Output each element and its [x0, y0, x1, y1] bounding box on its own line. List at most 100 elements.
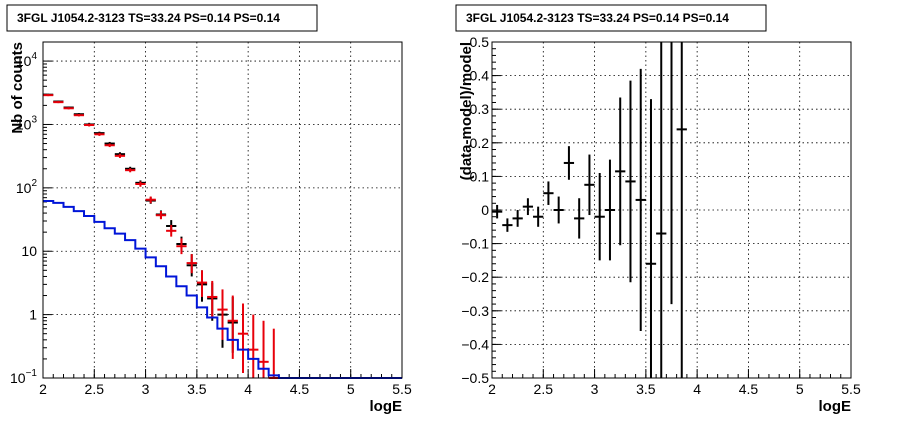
- left-series1-point: [104, 143, 115, 148]
- right-series0-point: [635, 68, 646, 331]
- right-series0-point: [594, 173, 605, 261]
- right-series0-point: [522, 198, 534, 216]
- left-grid: [43, 42, 402, 378]
- right-y-tick-label: 0.5: [470, 34, 490, 50]
- left-series1-point: [84, 123, 95, 127]
- left-y-tick-base: 10: [16, 180, 32, 196]
- right-y-tick-label: −0.4: [461, 336, 489, 352]
- left-series1-point: [155, 211, 167, 220]
- right-panel: 3FGL J1054.2-3123 TS=33.24 PS=0.14 PS=0.…: [455, 4, 861, 415]
- left-series1-point: [53, 101, 64, 104]
- left-plot-frame: [42, 41, 403, 379]
- right-plot-frame: [491, 41, 852, 379]
- right-x-tick-label: 5: [796, 381, 804, 397]
- left-series1-point: [114, 153, 126, 158]
- left-series1-point: [94, 132, 105, 136]
- left-series1-point: [186, 254, 197, 274]
- left-series1-point: [248, 314, 259, 378]
- left-series1-point: [207, 280, 218, 318]
- right-series0-point: [584, 154, 595, 216]
- left-series1-point: [176, 238, 187, 255]
- left-x-tick-label: 5: [347, 381, 355, 397]
- right-x-tick-label: 3: [591, 381, 599, 397]
- right-series0-point: [492, 204, 503, 219]
- left-x-tick-label: 2: [39, 381, 47, 397]
- left-series1-point: [227, 295, 238, 359]
- left-series1-point: [268, 328, 279, 379]
- right-series0-point: [533, 206, 544, 227]
- left-series1-point: [145, 196, 156, 204]
- right-title: 3FGL J1054.2-3123 TS=33.24 PS=0.14 PS=0.…: [466, 11, 729, 25]
- left-y-tick-label: 10−1: [10, 368, 37, 386]
- left-y-tick-label: 10: [21, 243, 37, 259]
- left-y-tick-exp: 3: [31, 114, 37, 125]
- right-x-tick-label: 3.5: [636, 381, 656, 397]
- left-series1-point: [135, 181, 146, 187]
- left-x-tick-label: 3: [142, 381, 150, 397]
- right-series0-point: [563, 146, 575, 180]
- left-x-tick-label: 4: [244, 381, 252, 397]
- right-series0-point: [676, 42, 687, 378]
- right-y-tick-label: −0.2: [461, 269, 489, 285]
- right-series0-point: [574, 198, 585, 239]
- left-title-box: [6, 4, 318, 32]
- left-y-tick-exp: 4: [31, 51, 37, 62]
- right-y-tick-label: −0.5: [461, 370, 489, 386]
- left-title: 3FGL J1054.2-3123 TS=33.24 PS=0.14 PS=0.…: [17, 11, 280, 25]
- right-y-tick-label: 0: [481, 202, 489, 218]
- right-y-tick-label: −0.1: [461, 236, 489, 252]
- right-y-tick-label: −0.3: [461, 303, 489, 319]
- left-y-tick-label: 104: [16, 51, 38, 69]
- right-y-tick-label: 0.1: [470, 168, 490, 184]
- left-y-tick-label: 1: [29, 307, 37, 323]
- right-series0-point: [625, 80, 636, 283]
- right-title-box: [455, 4, 767, 32]
- right-series0-point: [553, 196, 564, 224]
- left-y-tick-label: 103: [16, 114, 38, 132]
- left-series1-point: [63, 107, 74, 110]
- left-panel: 3FGL J1054.2-3123 TS=33.24 PS=0.14 PS=0.…: [6, 4, 412, 415]
- left-series1-point: [125, 168, 136, 173]
- right-y-tick-label: 0.2: [470, 135, 490, 151]
- left-series1-point: [196, 270, 208, 297]
- left-y-tick-base: 10: [10, 370, 26, 386]
- right-y-tick-label: 0.4: [470, 68, 490, 84]
- right-series0-point: [604, 159, 616, 261]
- right-x-tick-label: 2.5: [534, 381, 554, 397]
- right-y-axis-label: (data-model)/model: [458, 42, 475, 180]
- right-series0-point: [543, 181, 554, 205]
- right-x-tick-label: 5.5: [841, 381, 861, 397]
- right-series: [492, 42, 687, 378]
- left-series1-point: [73, 114, 85, 117]
- left-y-axis-label: Nb of counts: [9, 42, 26, 134]
- right-x-tick-label: 4: [693, 381, 701, 397]
- right-y-tick-label: 0.3: [470, 101, 490, 117]
- left-y-tick-label: 102: [16, 178, 38, 196]
- right-grid: [492, 42, 851, 378]
- left-y-tick-base: 10: [16, 53, 32, 69]
- right-ticks: 2 2.5 3 3.5 4 4.5 5 5.5 −0.5 −0.4 −0.3 −0.2 −0.1 0 0.1…: [461, 34, 861, 397]
- right-x-tick-label: 2: [488, 381, 496, 397]
- left-series: [43, 93, 402, 379]
- right-x-tick-label: 4.5: [739, 381, 759, 397]
- left-y-tick-exp: −1: [26, 368, 38, 379]
- right-series0-point: [512, 210, 523, 227]
- right-series0-point: [502, 218, 513, 232]
- right-series0-point: [615, 97, 626, 246]
- left-x-tick-label: 3.5: [187, 381, 207, 397]
- left-series1-point: [43, 94, 54, 97]
- left-y-tick-base: 10: [16, 116, 32, 132]
- right-series0-point: [645, 99, 657, 378]
- left-series1-point: [166, 224, 177, 237]
- left-model-step-line: [43, 200, 402, 379]
- left-x-tick-label: 4.5: [290, 381, 310, 397]
- left-x-axis-label: logE: [370, 398, 403, 415]
- right-series0-point: [656, 42, 667, 378]
- right-x-axis-label: logE: [819, 398, 852, 415]
- left-x-tick-label: 5.5: [392, 381, 412, 397]
- left-series1-point: [237, 303, 249, 373]
- left-y-tick-exp: 2: [31, 178, 37, 189]
- left-series1-point: [217, 289, 228, 340]
